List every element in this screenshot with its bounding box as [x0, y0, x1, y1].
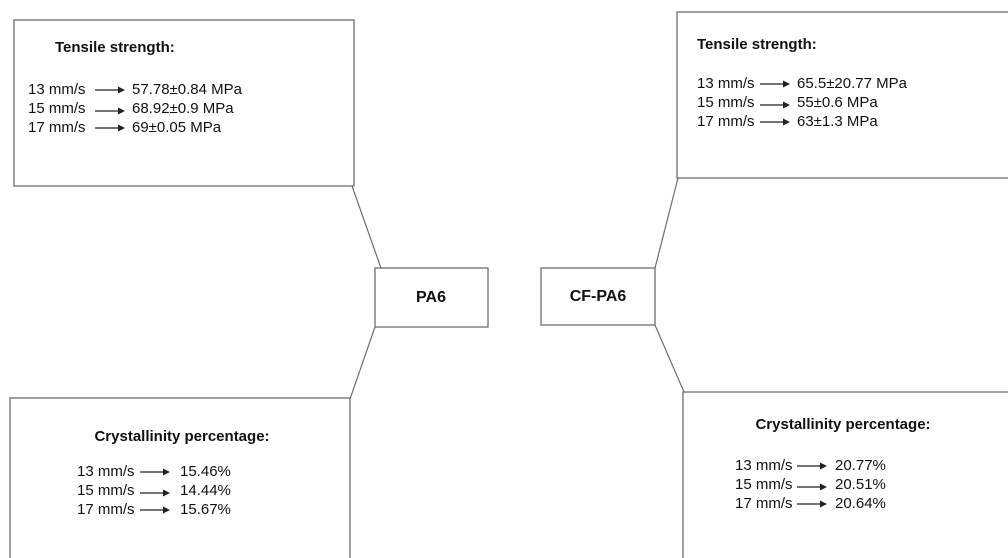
speed: 15 mm/s — [28, 100, 86, 117]
arrow-head — [820, 483, 827, 491]
connector — [351, 185, 382, 269]
arrow-head — [118, 86, 125, 94]
speed: 17 mm/s — [735, 495, 793, 512]
value: 20.77% — [835, 457, 886, 474]
value: 69±0.05 MPa — [132, 119, 222, 136]
arrow-head — [820, 462, 827, 470]
value: 65.5±20.77 MPa — [797, 75, 908, 92]
arrow-head — [820, 500, 827, 508]
arrow-head — [163, 468, 170, 476]
value: 55±0.6 MPa — [797, 94, 878, 111]
speed: 13 mm/s — [735, 457, 793, 474]
speed: 15 mm/s — [735, 476, 793, 493]
value: 68.92±0.9 MPa — [132, 100, 234, 117]
arrow-head — [118, 107, 125, 115]
pa6-node — [374, 267, 489, 328]
speed: 15 mm/s — [697, 94, 755, 111]
speed: 15 mm/s — [77, 482, 135, 499]
value: 15.46% — [180, 463, 231, 480]
connector — [654, 324, 685, 393]
box-title: Crystallinity percentage: — [94, 428, 269, 445]
connector — [349, 326, 376, 400]
node-label: PA6 — [416, 289, 446, 306]
value: 20.64% — [835, 495, 886, 512]
value: 20.51% — [835, 476, 886, 493]
pa6-tensile-box — [13, 19, 355, 187]
speed: 13 mm/s — [697, 75, 755, 92]
arrow-head — [783, 118, 790, 126]
value: 57.78±0.84 MPa — [132, 81, 243, 98]
box-title: Tensile strength: — [697, 36, 817, 53]
arrow-head — [783, 101, 790, 109]
box-title: Tensile strength: — [55, 39, 175, 56]
cf-pa6-node — [540, 267, 656, 326]
value: 14.44% — [180, 482, 231, 499]
value: 15.67% — [180, 501, 231, 518]
pa6-crystallinity-box — [9, 397, 351, 558]
speed: 13 mm/s — [77, 463, 135, 480]
arrow-head — [163, 489, 170, 497]
speed: 17 mm/s — [77, 501, 135, 518]
cf-pa6-crystallinity-box — [682, 391, 1008, 558]
speed: 17 mm/s — [697, 113, 755, 130]
node-label: CF-PA6 — [570, 288, 627, 305]
value: 63±1.3 MPa — [797, 113, 878, 130]
connector — [654, 177, 679, 269]
cf-pa6-tensile-box — [676, 11, 1008, 179]
speed: 13 mm/s — [28, 81, 86, 98]
box-title: Crystallinity percentage: — [755, 416, 930, 433]
speed: 17 mm/s — [28, 119, 86, 136]
arrow-head — [783, 80, 790, 88]
arrow-head — [163, 506, 170, 514]
arrow-head — [118, 124, 125, 132]
